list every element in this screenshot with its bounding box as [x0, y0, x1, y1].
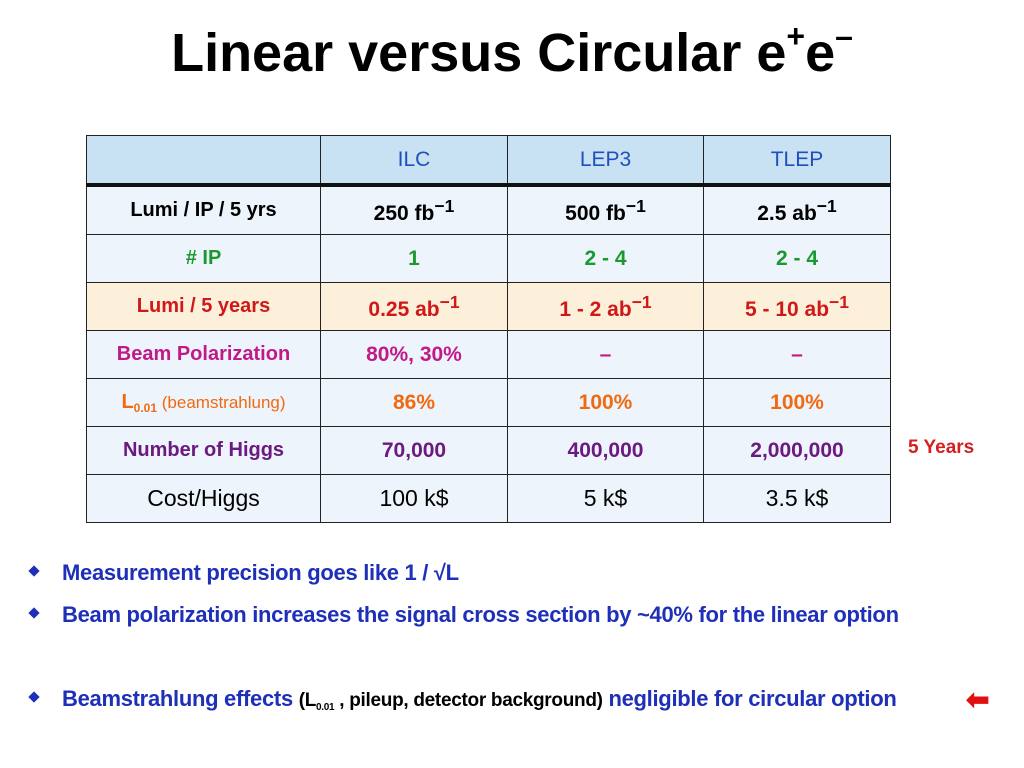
cell-tlep: 100% [703, 378, 891, 427]
table-row-lumi-5y: Lumi / 5 years 0.25 ab−1 1 - 2 ab−1 5 - … [86, 282, 891, 331]
header-empty-cell [86, 135, 321, 187]
table-row-num-ip: # IP 1 2 - 4 2 - 4 [86, 234, 891, 283]
cell-lep3: – [507, 330, 704, 379]
cell-tlep: 5 - 10 ab−1 [703, 282, 891, 331]
diamond-bullet-icon [28, 691, 40, 703]
row-label: Cost/Higgs [86, 474, 321, 523]
bullet-item: Beamstrahlung effects (L0.01 , pileup, d… [28, 686, 897, 713]
cell-tlep: 3.5 k$ [703, 474, 891, 523]
header-tlep: TLEP [703, 135, 891, 187]
cell-tlep: 2 - 4 [703, 234, 891, 283]
cell-lep3: 5 k$ [507, 474, 704, 523]
cell-tlep: – [703, 330, 891, 379]
cell-ilc: 80%, 30% [320, 330, 508, 379]
bullet-item: Measurement precision goes like 1 / √L [28, 560, 459, 586]
cell-ilc: 100 k$ [320, 474, 508, 523]
row-label: # IP [86, 234, 321, 283]
cell-ilc: 0.25 ab−1 [320, 282, 508, 331]
table-row-higgs: Number of Higgs 70,000 400,000 2,000,000 [86, 426, 891, 475]
table-row-cost: Cost/Higgs 100 k$ 5 k$ 3.5 k$ [86, 474, 891, 523]
diamond-bullet-icon [28, 607, 40, 619]
cell-ilc: 1 [320, 234, 508, 283]
header-ilc: ILC [320, 135, 508, 187]
beamstrahlung-parenthetical: (L0.01 , pileup, detector background) [298, 690, 603, 713]
cell-ilc: 250 fb−1 [320, 184, 508, 235]
cell-tlep: 2.5 ab−1 [703, 184, 891, 235]
cell-ilc: 86% [320, 378, 508, 427]
row-label: Lumi / 5 years [86, 282, 321, 331]
cell-lep3: 100% [507, 378, 704, 427]
comparison-table: ILC LEP3 TLEP Lumi / IP / 5 yrs 250 fb−1… [86, 135, 891, 523]
cell-lep3: 1 - 2 ab−1 [507, 282, 704, 331]
table-row-lumi-ip: Lumi / IP / 5 yrs 250 fb−1 500 fb−1 2.5 … [86, 184, 891, 235]
cell-lep3: 2 - 4 [507, 234, 704, 283]
diamond-bullet-icon [28, 565, 40, 577]
table-header-row: ILC LEP3 TLEP [86, 135, 891, 187]
cell-lep3: 500 fb−1 [507, 184, 704, 235]
five-years-note: 5 Years [908, 437, 975, 458]
row-label: Beam Polarization [86, 330, 321, 379]
slide-title: Linear versus Circular e+e– [171, 18, 853, 83]
cell-tlep: 2,000,000 [703, 426, 891, 475]
header-lep3: LEP3 [507, 135, 704, 187]
cell-lep3: 400,000 [507, 426, 704, 475]
table-row-l001: L0.01 (beamstrahlung) 86% 100% 100% [86, 378, 891, 427]
cell-ilc: 70,000 [320, 426, 508, 475]
row-label: L0.01 (beamstrahlung) [86, 378, 321, 427]
bullet-item: Beam polarization increases the signal c… [28, 602, 899, 628]
row-label: Number of Higgs [86, 426, 321, 475]
left-arrow-icon: ⬅ [966, 684, 990, 715]
table-row-beam-pol: Beam Polarization 80%, 30% – – [86, 330, 891, 379]
row-label: Lumi / IP / 5 yrs [86, 184, 321, 235]
